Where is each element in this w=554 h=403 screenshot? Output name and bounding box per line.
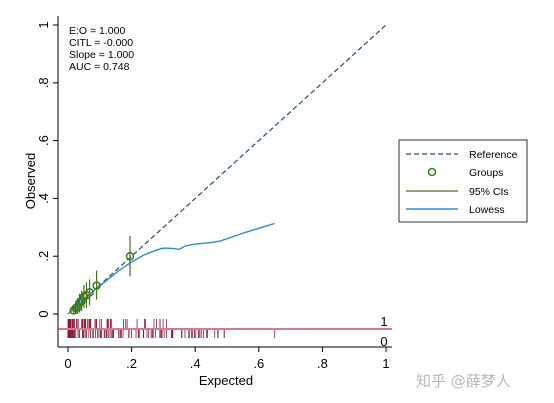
x-tick-label-4: .8 (317, 356, 328, 371)
y-tick-label-1: .2 (36, 251, 51, 262)
group-point-8 (92, 281, 101, 290)
x-tick-label-0: 0 (64, 356, 71, 371)
legend-label-ci: 95% CIs (469, 186, 509, 198)
legend-label-reference: Reference (469, 149, 518, 161)
group-point-3 (75, 298, 84, 308)
legend: Reference Groups 95% CIs Lowess (398, 139, 528, 223)
group-point-4 (77, 296, 86, 306)
annotation-citl: CITL = -0.000 (69, 37, 133, 49)
x-tick-label-3: .6 (253, 356, 264, 371)
x-axis-title: Expected (199, 373, 253, 388)
group-point-7 (85, 288, 94, 297)
x-tick-label-2: .4 (190, 356, 201, 371)
group-point-9 (125, 251, 135, 261)
y-tick-label-3: .6 (36, 135, 51, 146)
legend-swatch-groups (427, 167, 437, 177)
annotation-slope: Slope = 1.000 (69, 49, 134, 61)
watermark: 知乎 @薛梦人 (416, 372, 511, 390)
y-tick-label-2: .4 (36, 193, 51, 204)
y-tick-label-5: 1 (36, 21, 51, 28)
y-tick-label-4: .8 (36, 77, 51, 88)
annotation-auc: AUC = 0.748 (69, 61, 130, 73)
rug-label-nonevents: 0 (380, 334, 387, 349)
chart-marks: 0 .2 .4 .6 .8 1 0 .2 .4 .6 .8 1 (36, 21, 392, 371)
y-tick-label-0: 0 (36, 310, 51, 317)
legend-label-groups: Groups (469, 167, 503, 179)
stats-annotation: E:O = 1.000 CITL = -0.000 Slope = 1.000 … (69, 25, 134, 73)
group-point-2 (73, 302, 82, 312)
rug-label-events: 1 (380, 314, 387, 329)
x-tick-label-1: .2 (126, 356, 137, 371)
lowess-line (67, 222, 275, 315)
annotation-eo: E:O = 1.000 (69, 25, 125, 37)
x-tick-label-5: 1 (382, 356, 389, 371)
legend-label-lowess: Lowess (469, 204, 505, 216)
y-axis-title: Observed (23, 153, 38, 209)
